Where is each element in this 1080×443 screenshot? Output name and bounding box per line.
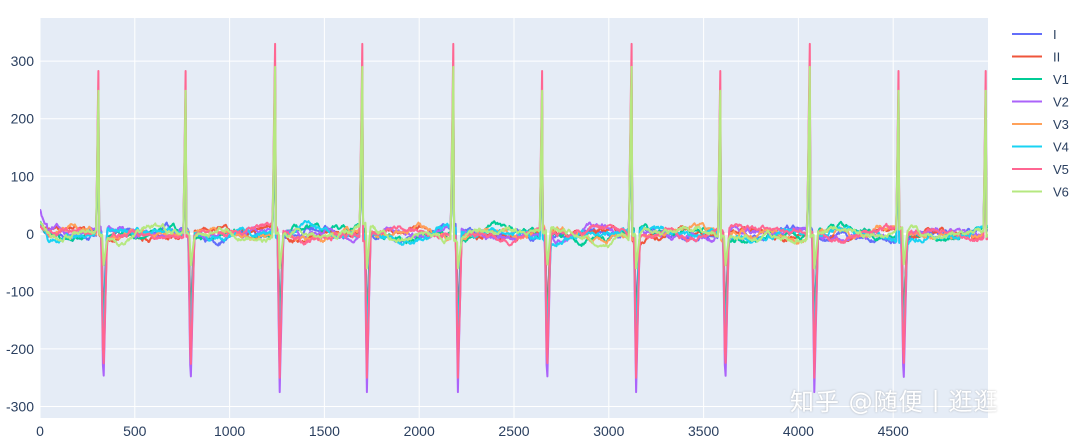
y-tick-label: -200: [6, 341, 34, 357]
x-tick-label: 1500: [309, 423, 340, 439]
legend-item-v5[interactable]: V5: [1012, 162, 1069, 177]
x-tick-label: 4000: [783, 423, 814, 439]
legend-label: V3: [1053, 117, 1069, 132]
x-tick-label: 1000: [214, 423, 245, 439]
y-tick-label: 100: [11, 168, 35, 184]
y-tick-label: 200: [11, 111, 35, 127]
legend-label: V4: [1053, 140, 1069, 155]
legend-item-v3[interactable]: V3: [1012, 117, 1069, 132]
legend-label: II: [1053, 50, 1060, 65]
legend-item-v4[interactable]: V4: [1012, 140, 1069, 155]
x-tick-label: 3500: [688, 423, 719, 439]
legend-label: V1: [1053, 72, 1069, 87]
y-tick-label: -300: [6, 398, 34, 414]
legend-label: V6: [1053, 185, 1069, 200]
legend-label: I: [1053, 27, 1057, 42]
x-tick-label: 0: [36, 423, 44, 439]
x-tick-label: 4500: [878, 423, 909, 439]
y-tick-label: 300: [11, 53, 35, 69]
legend-item-v1[interactable]: V1: [1012, 72, 1069, 87]
y-tick-label: -100: [6, 283, 34, 299]
watermark: 知乎 @随便丨逛逛: [790, 388, 999, 416]
legend-item-v2[interactable]: V2: [1012, 95, 1069, 110]
series-line-v6: [40, 65, 988, 270]
x-tick-label: 500: [123, 423, 147, 439]
x-tick-label: 3000: [593, 423, 624, 439]
legend-item-i[interactable]: I: [1012, 27, 1057, 42]
y-tick-label: 0: [26, 226, 34, 242]
series-lines: [40, 42, 988, 394]
x-tick-label: 2000: [404, 423, 435, 439]
legend-item-ii[interactable]: II: [1012, 50, 1060, 65]
legend-item-v6[interactable]: V6: [1012, 185, 1069, 200]
legend-label: V5: [1053, 162, 1069, 177]
axis-tick-labels: 0 500 1000 1500 2000 2500 3000 3500 4000 4500-300…: [6, 53, 909, 439]
x-tick-label: 2500: [498, 423, 529, 439]
legend-label: V2: [1053, 95, 1069, 110]
